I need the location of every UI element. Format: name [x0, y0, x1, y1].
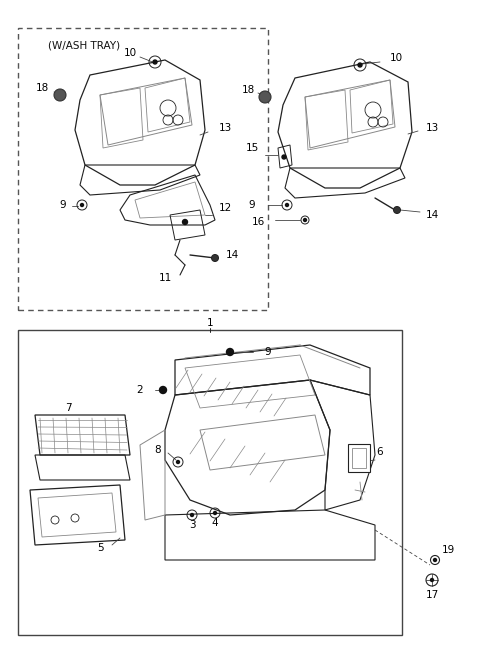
Text: 14: 14 — [425, 210, 439, 220]
Text: 8: 8 — [155, 445, 161, 455]
Circle shape — [191, 514, 193, 516]
Bar — [348, 444, 370, 472]
Text: 4: 4 — [212, 518, 218, 528]
Text: 2: 2 — [137, 385, 144, 395]
Text: 13: 13 — [218, 123, 232, 133]
Circle shape — [259, 91, 271, 103]
Text: 9: 9 — [249, 200, 255, 210]
Text: 14: 14 — [226, 250, 239, 260]
Circle shape — [358, 63, 362, 67]
Text: 1: 1 — [207, 318, 213, 328]
Text: 9: 9 — [264, 347, 271, 357]
Circle shape — [214, 512, 216, 514]
Text: 16: 16 — [252, 217, 264, 227]
Text: 6: 6 — [377, 447, 384, 457]
Text: 15: 15 — [245, 143, 259, 153]
Circle shape — [212, 255, 218, 262]
Circle shape — [54, 89, 66, 101]
Text: 9: 9 — [60, 200, 66, 210]
Text: 18: 18 — [241, 85, 254, 95]
Text: 5: 5 — [96, 543, 103, 553]
Text: 11: 11 — [158, 273, 172, 283]
Circle shape — [153, 60, 157, 64]
Text: 19: 19 — [442, 545, 455, 555]
Text: 7: 7 — [65, 403, 72, 413]
Text: 17: 17 — [425, 590, 439, 600]
Circle shape — [303, 218, 307, 222]
Text: 10: 10 — [389, 53, 403, 63]
Circle shape — [286, 203, 288, 207]
Circle shape — [394, 207, 400, 213]
Bar — [352, 448, 366, 468]
Text: 13: 13 — [425, 123, 439, 133]
Text: 12: 12 — [218, 203, 232, 213]
Circle shape — [431, 579, 433, 581]
Circle shape — [81, 203, 84, 207]
Text: (W/ASH TRAY): (W/ASH TRAY) — [48, 40, 120, 50]
Text: 10: 10 — [123, 48, 137, 58]
Circle shape — [159, 386, 167, 394]
Circle shape — [177, 461, 180, 464]
Text: 3: 3 — [189, 520, 195, 530]
Circle shape — [182, 220, 188, 224]
Circle shape — [227, 348, 233, 356]
Circle shape — [282, 155, 286, 159]
Circle shape — [433, 558, 436, 562]
Text: 18: 18 — [36, 83, 48, 93]
